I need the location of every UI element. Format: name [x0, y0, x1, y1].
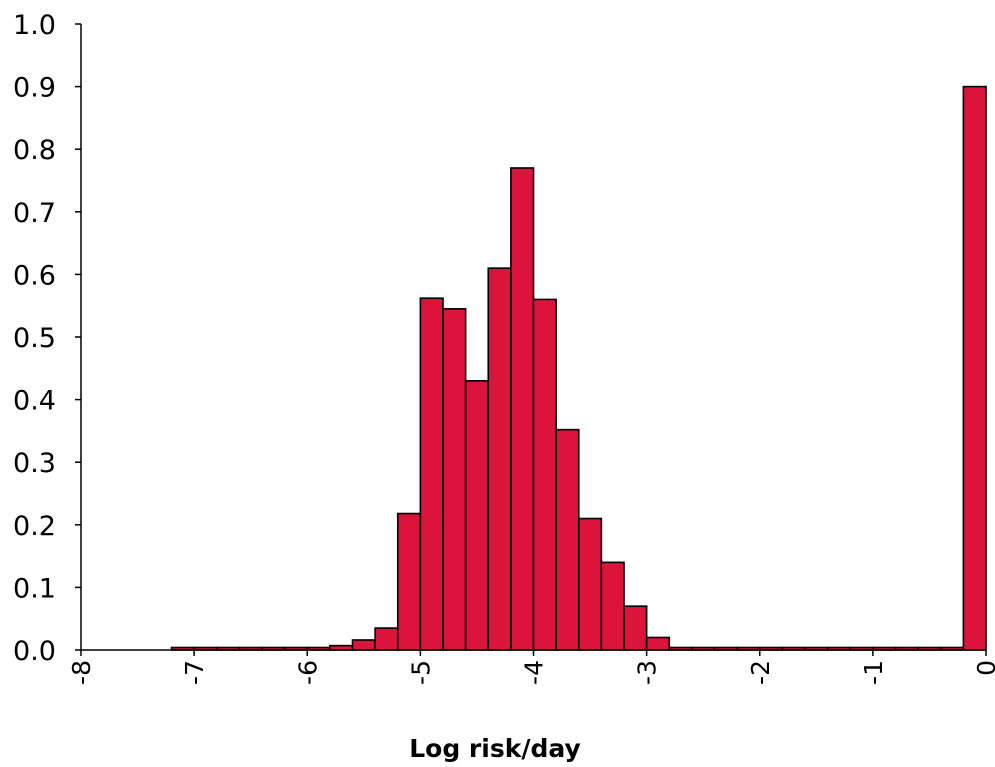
- histogram-bar: [623, 605, 648, 651]
- y-tick-label: 0.0: [13, 636, 56, 667]
- x-tick-label: -5: [406, 660, 435, 685]
- y-tick-label: 1.0: [13, 10, 56, 41]
- x-tick-label: 0: [972, 660, 995, 676]
- histogram-bar: [962, 85, 987, 651]
- histogram-bar: [374, 627, 399, 651]
- x-axis-label: Log risk/day: [409, 734, 581, 763]
- histogram-bar: [419, 297, 444, 651]
- histogram-bar: [396, 512, 422, 651]
- x-tick-label: -4: [520, 660, 549, 685]
- histogram-bar: [442, 308, 467, 651]
- y-axis-ticks: 0.0 0.1 0.2 0.3 0.4 0.5 0.6 0.7 0.8 0.9 1.0: [13, 10, 81, 667]
- histogram-bar: [577, 517, 603, 651]
- x-tick-label: -6: [293, 660, 322, 685]
- x-tick-label: -2: [746, 660, 775, 685]
- histogram-bar: [510, 167, 535, 651]
- x-tick-label: -1: [859, 660, 888, 685]
- y-tick-label: 0.9: [13, 73, 56, 104]
- y-tick-label: 0.4: [13, 386, 56, 417]
- histogram-bar: [600, 561, 625, 651]
- y-tick-label: 0.8: [13, 135, 56, 166]
- y-tick-label: 0.6: [13, 260, 56, 291]
- bars-group: [170, 85, 987, 651]
- y-tick-label: 0.5: [13, 323, 56, 354]
- y-tick-label: 0.3: [13, 448, 56, 479]
- x-tick-label: -7: [180, 660, 209, 685]
- histogram-bar: [464, 380, 490, 651]
- y-tick-label: 0.7: [13, 198, 56, 229]
- histogram-bar: [555, 428, 580, 651]
- y-tick-label: 0.1: [13, 573, 56, 604]
- y-tick-label: 0.2: [13, 511, 56, 542]
- histogram-bar: [487, 267, 512, 651]
- histogram-bar: [351, 639, 376, 651]
- x-axis-ticks: -8 -7 -6 -5 -4 -3 -2 -1 0: [67, 650, 995, 685]
- histogram-bar: [645, 636, 671, 651]
- x-tick-label: -8: [67, 660, 96, 685]
- histogram-bar: [532, 298, 557, 651]
- x-tick-label: -3: [633, 660, 662, 685]
